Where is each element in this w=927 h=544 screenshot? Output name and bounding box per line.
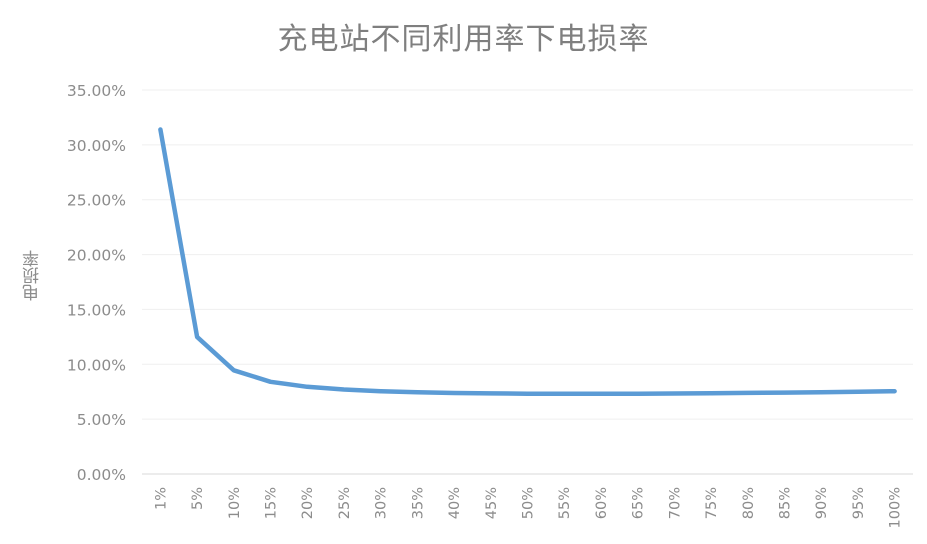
x-tick-label: 55% [557,487,573,519]
x-tick-label: 85% [778,487,794,519]
x-tick-label: 25% [337,487,353,519]
x-axis-ticks: 1% 5% 10% 15% 20% 25% 30% 35% 40% 45% 50% 55% 60% 65%… [153,487,903,528]
x-tick-label: 60% [594,487,610,519]
series-line [158,127,897,397]
x-tick-label: 50% [521,487,537,519]
x-tick-label: 95% [851,487,867,519]
x-tick-label: 10% [227,487,243,519]
y-tick-label: 25.00% [67,192,126,210]
x-tick-label: 80% [741,487,757,519]
chart-title: 充电站不同利用率下电损率 [277,22,650,57]
x-tick-label: 75% [704,487,720,519]
y-tick-label: 35.00% [67,82,126,100]
y-tick-label: 15.00% [67,301,126,319]
x-tick-label: 5% [190,487,206,510]
y-tick-label: 30.00% [67,137,126,155]
x-tick-label: 20% [300,487,316,519]
x-tick-label: 90% [814,487,830,519]
gridlines [142,89,913,475]
y-tick-label: 0.00% [77,466,126,484]
y-tick-label: 5.00% [77,411,126,429]
x-tick-label: 65% [631,487,647,519]
x-tick-label: 45% [484,487,500,519]
x-tick-label: 40% [447,487,463,519]
y-tick-label: 10.00% [67,356,126,374]
x-tick-label: 70% [667,487,683,519]
x-tick-label: 30% [374,487,390,519]
y-axis-ticks: 0.00% 5.00% 10.00% 15.00% 20.00% 25.00% 30.00%… [67,82,126,484]
y-tick-label: 20.00% [67,247,126,265]
x-tick-label: 15% [264,487,280,519]
x-tick-label: 100% [888,487,904,528]
x-tick-label: 1% [153,487,169,510]
x-tick-label: 35% [410,487,426,519]
